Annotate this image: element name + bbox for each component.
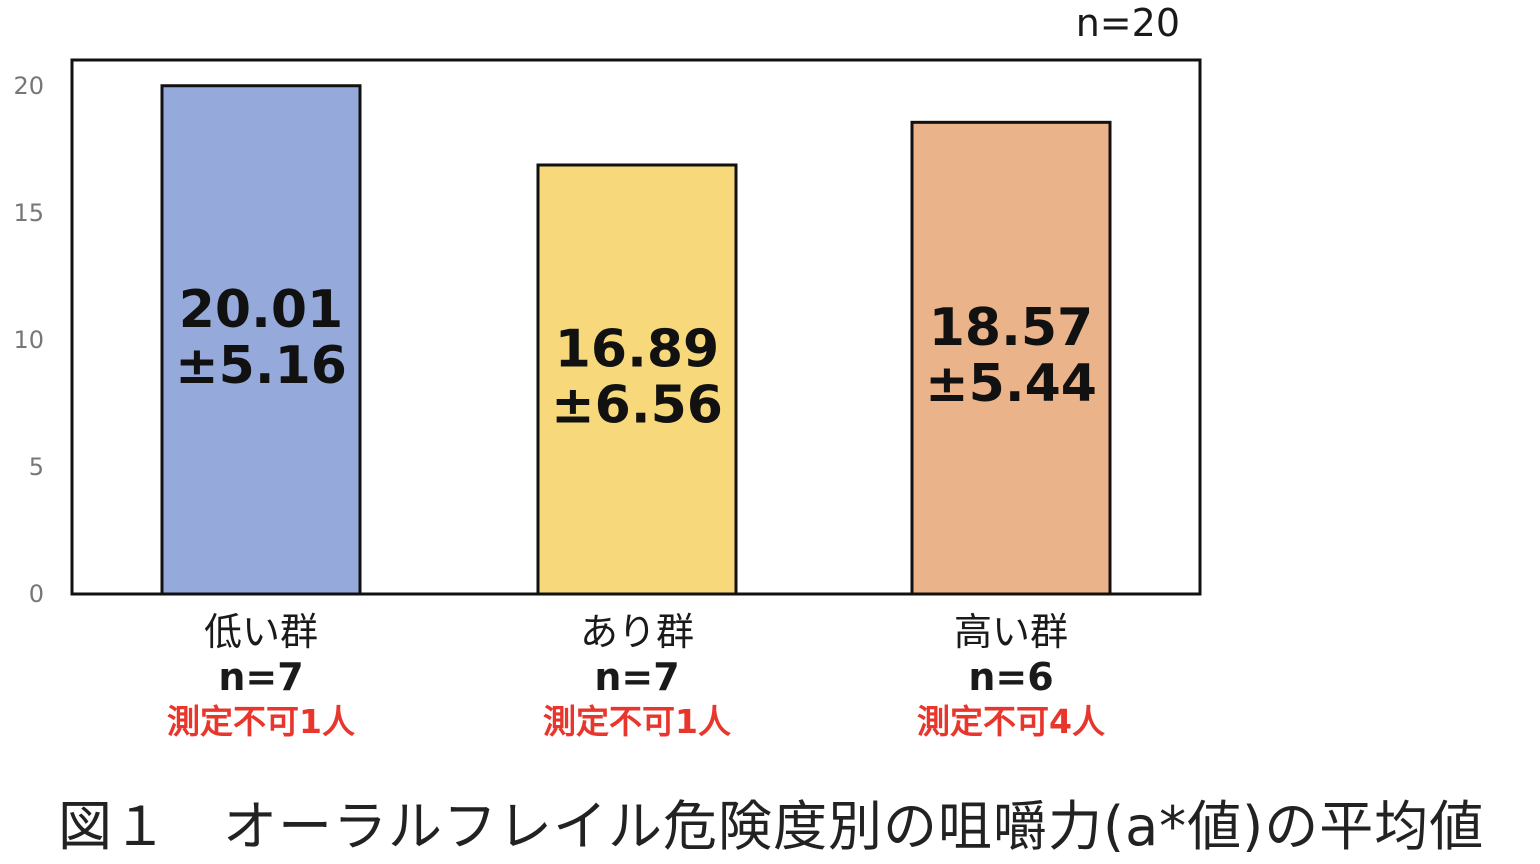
category-n-label: n=7 [594,655,679,699]
bar-value-label: 16.89 [555,319,719,379]
bars [160,84,1112,596]
y-tick-label: 10 [13,326,44,354]
category-n-label: n=6 [968,655,1053,699]
total-n-label: n=20 [1076,1,1180,45]
x-tick-label: 低い群 [204,610,318,654]
figure-caption: 図１ オーラルフレイル危険度別の咀嚼力(a*値)の平均値 [58,795,1485,858]
bar [910,120,1112,596]
x-tick-label: 高い群 [954,610,1068,654]
bar [160,84,362,596]
y-tick-label: 5 [29,453,44,481]
category-note-label: 測定不可4人 [917,702,1105,741]
y-tick-label: 15 [13,199,44,227]
y-tick-label: 20 [13,72,44,100]
category-note-label: 測定不可1人 [167,702,355,741]
bar-value-labels: 20.01±5.16 16.89±6.56 18.57±5.44 [175,280,1097,436]
bar [536,163,738,596]
x-tick-label: あり群 [580,610,694,654]
bar-value-label: ±6.56 [551,375,723,435]
y-axis-ticks: 0 5 10 15 20 [13,72,44,608]
bar-value-label: ±5.44 [925,354,1097,414]
category-n-label: n=7 [218,655,303,699]
bar-value-label: 18.57 [929,298,1093,358]
y-tick-label: 0 [29,580,44,608]
bar-value-label: ±5.16 [175,336,347,396]
category-note-label: 測定不可1人 [543,702,731,741]
bar-value-label: 20.01 [179,280,343,340]
